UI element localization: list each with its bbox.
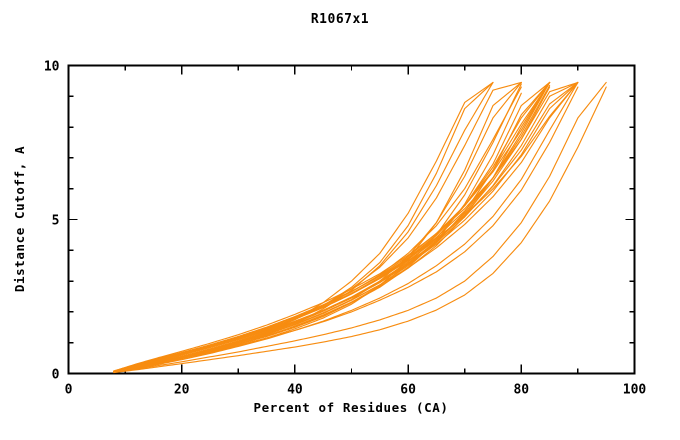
x-tick-label: 40: [287, 383, 303, 398]
y-axis-ticks: [68, 64, 635, 375]
data-curve: [113, 81, 579, 373]
x-tick-label: 0: [65, 383, 73, 398]
data-curve: [113, 81, 522, 373]
data-curve: [113, 81, 579, 373]
data-curve: [113, 81, 579, 372]
chart-title: R1067x1: [310, 12, 370, 27]
data-series-group: [113, 81, 607, 374]
data-curve: [113, 86, 551, 373]
y-tick-label: 5: [52, 214, 60, 229]
data-curve: [113, 81, 494, 373]
data-curve: [113, 86, 522, 372]
data-curve: [113, 81, 579, 373]
data-curve: [113, 81, 522, 373]
data-curve: [113, 86, 607, 374]
data-curve: [113, 81, 579, 372]
data-curve: [113, 81, 579, 373]
y-axis-title: Distance Cutoff, A: [12, 146, 27, 292]
plot-frame: [67, 64, 636, 375]
data-curve: [113, 81, 607, 373]
y-tick-label: 10: [44, 60, 60, 75]
data-curve: [113, 84, 551, 373]
x-tick-label: 80: [513, 383, 529, 398]
x-tick-label: 100: [623, 383, 647, 398]
y-tick-label: 0: [52, 368, 60, 383]
data-curve: [113, 81, 522, 372]
x-axis-ticks: [67, 65, 636, 374]
data-curve: [113, 81, 579, 373]
data-curve: [113, 92, 522, 373]
x-axis-tick-labels: 0 20 40 60 80 100: [65, 383, 647, 398]
y-axis-tick-labels: 0 5 10: [44, 60, 60, 383]
x-axis-title: Percent of Residues (CA): [253, 400, 448, 415]
x-tick-label: 60: [400, 383, 416, 398]
x-tick-label: 20: [174, 383, 190, 398]
data-curve: [113, 81, 494, 373]
data-curve: [113, 86, 579, 373]
axes-frame: [67, 64, 636, 375]
